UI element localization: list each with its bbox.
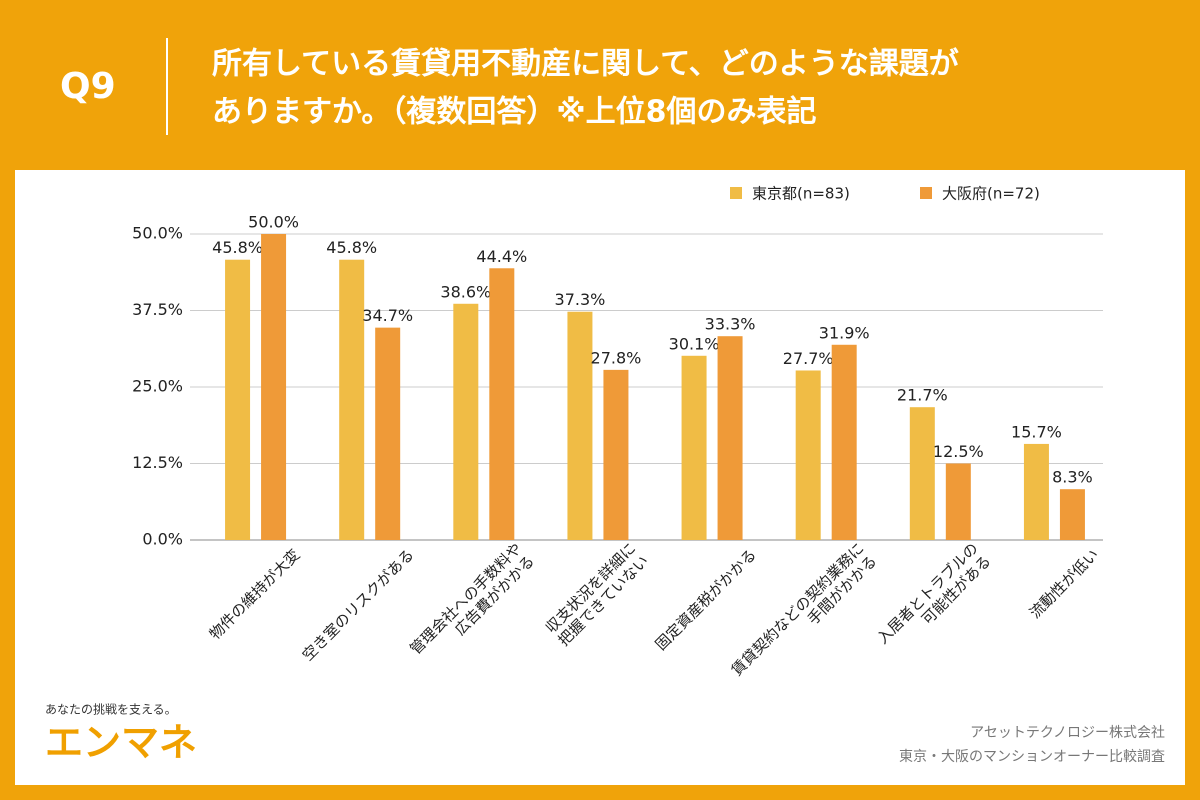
- source: アセットテクノロジー株式会社: [970, 725, 1165, 741]
- brand-logo: エンマネ: [45, 721, 197, 765]
- value-label: 45.8%: [326, 238, 377, 257]
- bar: [717, 336, 743, 540]
- bar: [681, 355, 707, 540]
- chart-title: 所有している賃貸用不動産に関して、どのような課題が: [212, 47, 959, 82]
- value-label: 27.7%: [783, 349, 834, 368]
- value-label: 12.5%: [933, 442, 984, 461]
- value-label: 45.8%: [212, 238, 263, 257]
- value-label: 8.3%: [1052, 468, 1093, 487]
- legend-swatch: [920, 187, 932, 199]
- bar: [795, 370, 821, 540]
- value-label: 44.4%: [476, 247, 527, 266]
- value-label: 34.7%: [362, 306, 413, 325]
- y-tick-label: 37.5%: [132, 300, 183, 319]
- bar: [1023, 443, 1049, 540]
- bar: [375, 327, 401, 540]
- bar: [453, 303, 479, 540]
- y-tick-label: 25.0%: [132, 377, 183, 396]
- value-label: 38.6%: [440, 282, 491, 301]
- brand-tagline: あなたの挑戦を支える。: [45, 703, 177, 717]
- bar: [261, 234, 287, 540]
- bar: [603, 369, 629, 540]
- bar: [831, 344, 857, 540]
- value-label: 50.0%: [248, 213, 299, 232]
- value-label: 21.7%: [897, 386, 948, 405]
- value-label: 15.7%: [1011, 422, 1062, 441]
- value-label: 33.3%: [705, 315, 756, 334]
- bar: [909, 407, 935, 540]
- y-tick-label: 50.0%: [132, 224, 183, 243]
- value-label: 31.9%: [819, 323, 870, 342]
- value-label: 30.1%: [669, 334, 720, 353]
- legend-label: 東京都(n=83): [752, 185, 850, 203]
- chart-title: ありますか。（複数回答）※上位8個のみ表記: [212, 95, 816, 130]
- y-tick-label: 0.0%: [142, 530, 183, 549]
- legend-label: 大阪府(n=72): [942, 185, 1040, 203]
- y-tick-label: 12.5%: [132, 453, 183, 472]
- value-label: 27.8%: [591, 348, 642, 367]
- bar: [339, 259, 365, 540]
- bar: [1059, 489, 1085, 540]
- legend-swatch: [730, 187, 742, 199]
- bar: [945, 463, 971, 540]
- value-label: 37.3%: [555, 290, 606, 309]
- bar: [567, 311, 593, 540]
- bar: [225, 259, 251, 540]
- question-label: Q9: [60, 66, 116, 107]
- panel: [15, 170, 1185, 785]
- bar: [489, 268, 515, 540]
- source: 東京・大阪のマンションオーナー比較調査: [899, 749, 1165, 765]
